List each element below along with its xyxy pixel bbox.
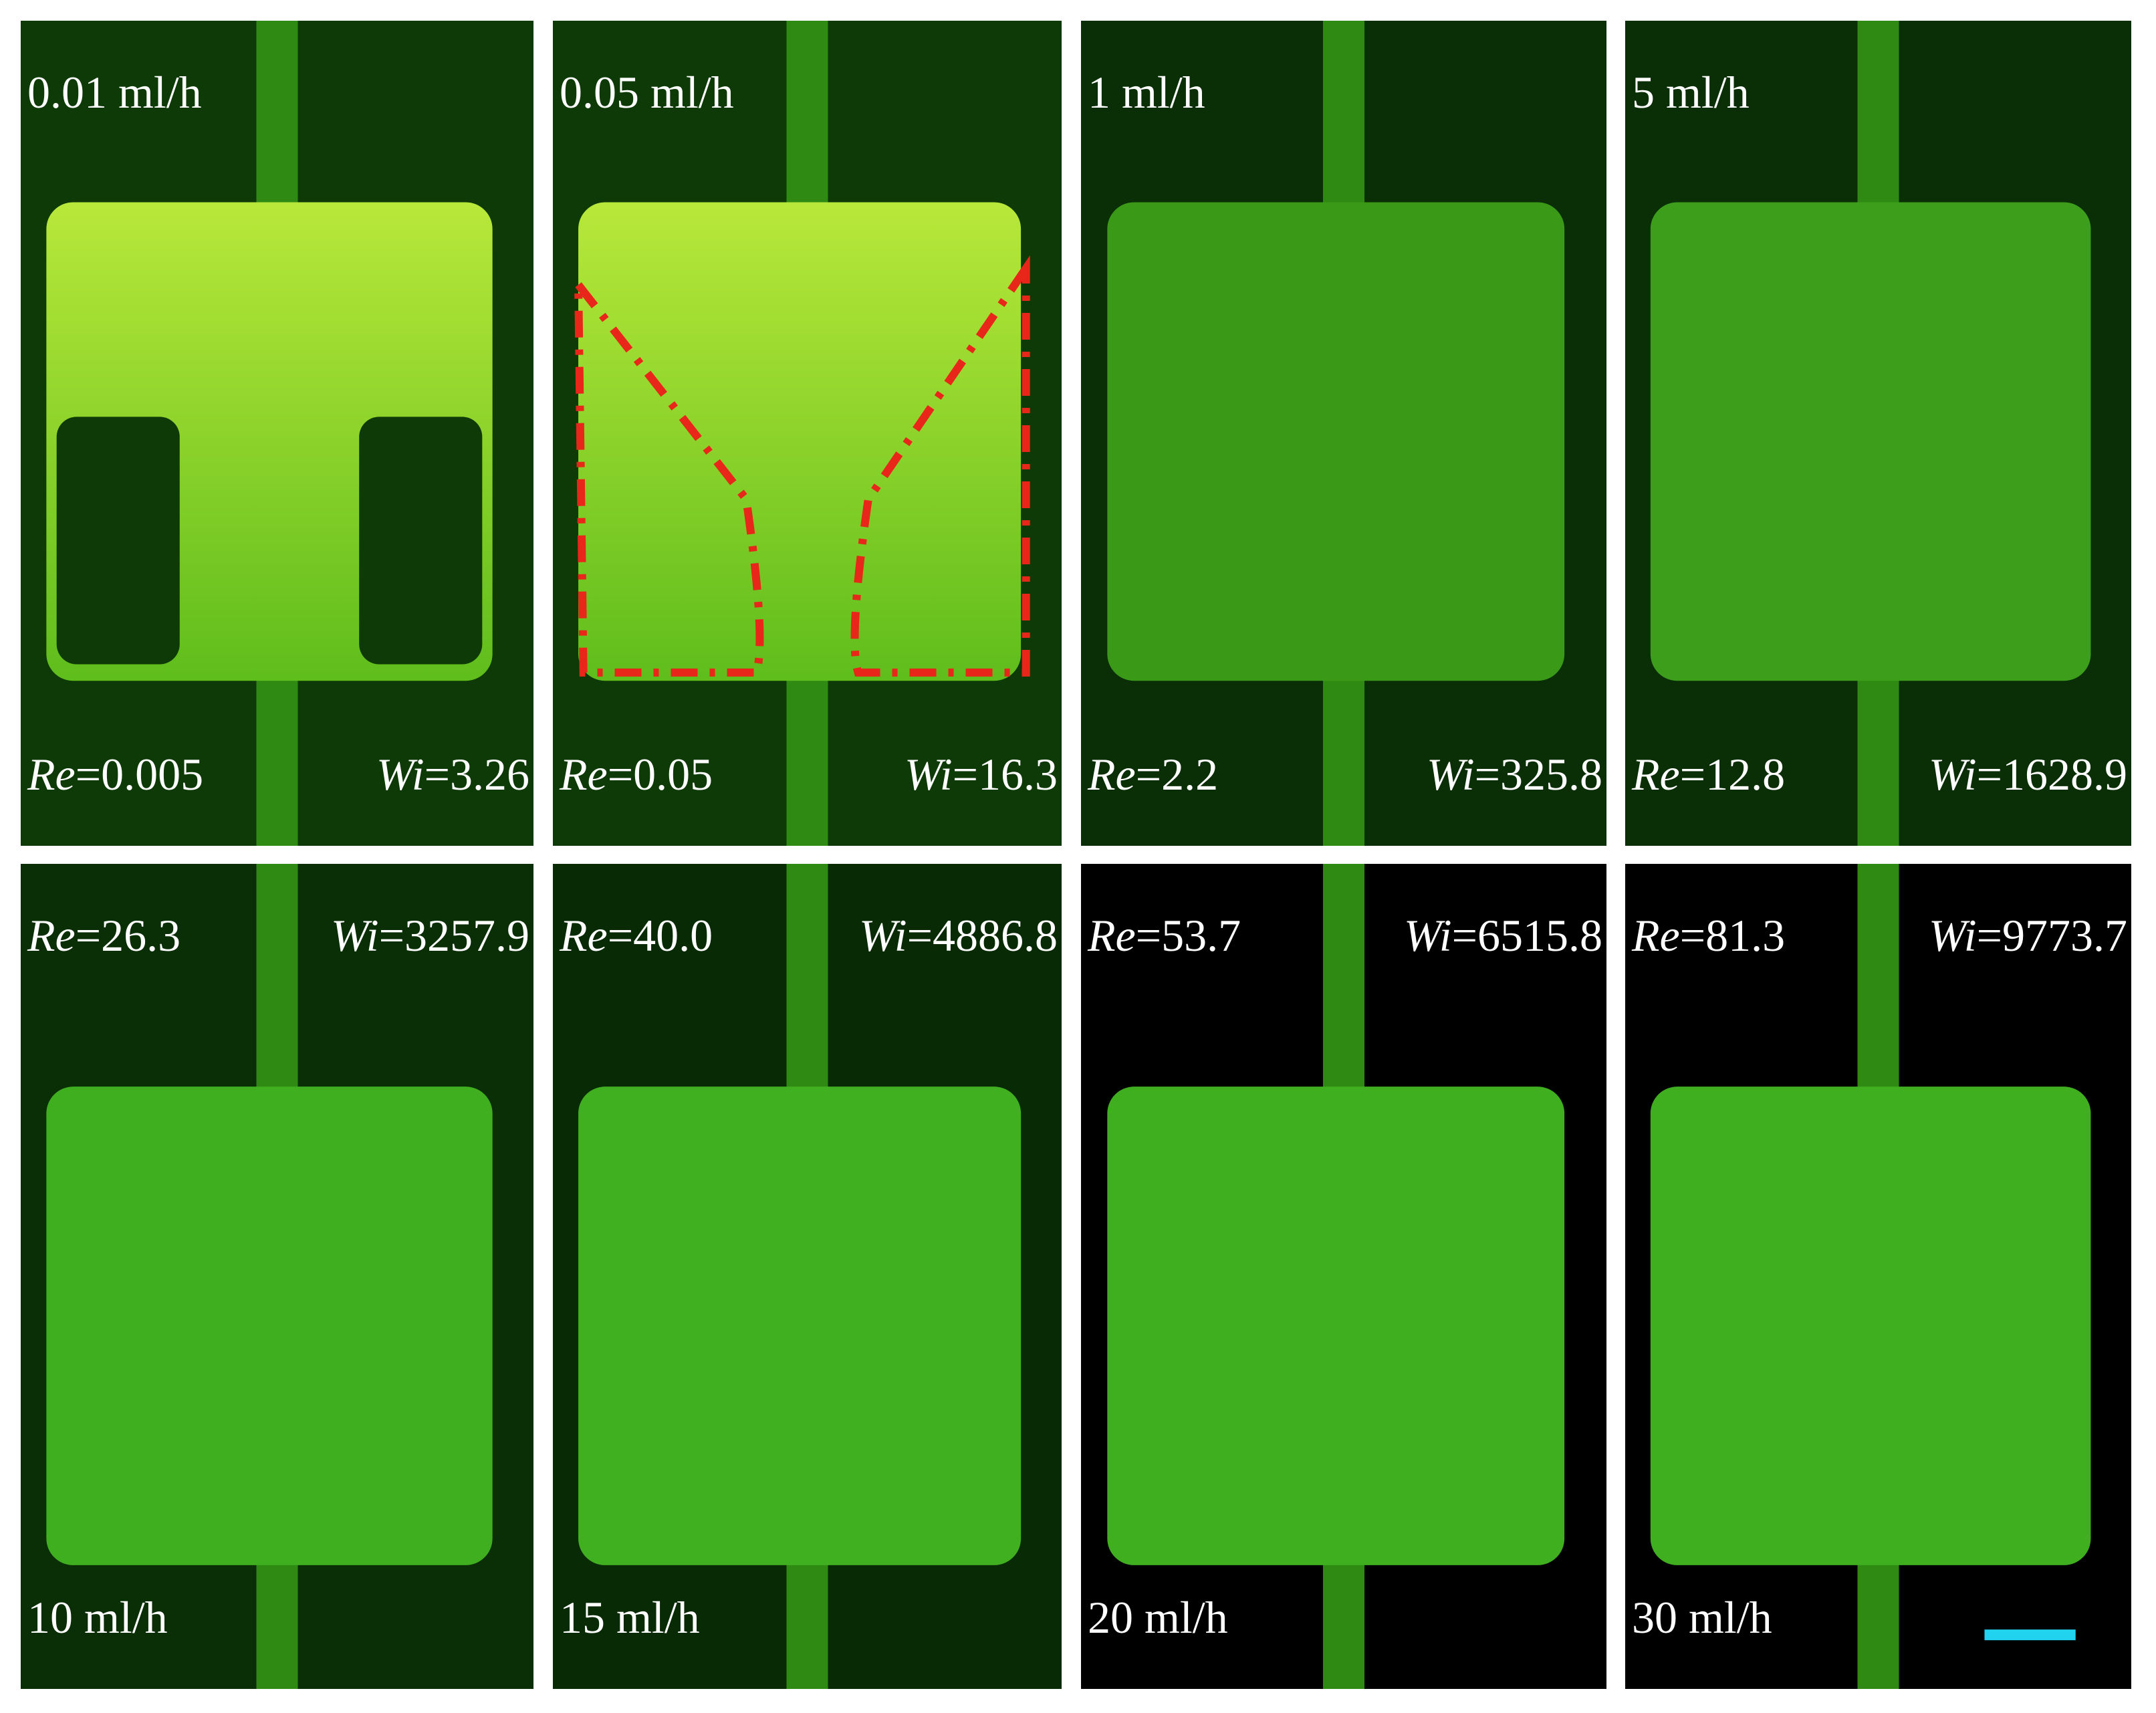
flow-rate-label: 0.01 ml/h xyxy=(27,67,202,118)
flow-rate-label: 0.05 ml/h xyxy=(560,67,734,118)
chamber xyxy=(1650,1087,2091,1565)
flow-rate-label: 20 ml/h xyxy=(1088,1592,1228,1643)
wi-label: Wi=9773.7 xyxy=(1929,910,2127,961)
vortex-outline xyxy=(574,273,764,677)
wi-value: =4886.8 xyxy=(907,910,1058,961)
wi-value: =325.8 xyxy=(1475,749,1602,800)
re-symbol: Re xyxy=(1631,749,1680,800)
wi-label: Wi=6515.8 xyxy=(1404,910,1602,961)
wi-label: Wi=3257.9 xyxy=(331,910,529,961)
wi-symbol: Wi xyxy=(331,910,379,961)
chamber xyxy=(1107,202,1565,681)
re-value: =81.3 xyxy=(1680,910,1785,961)
panel: 20 ml/h Re=53.7 Wi=6515.8 xyxy=(1081,864,1606,1689)
flow-rate-label: 15 ml/h xyxy=(560,1592,700,1643)
scale-bar xyxy=(1984,1629,2076,1641)
re-value: =40.0 xyxy=(608,910,713,961)
vortex-outline xyxy=(850,255,1030,677)
wi-symbol: Wi xyxy=(376,749,425,800)
wi-value: =3257.9 xyxy=(379,910,529,961)
panel: 0.01 ml/h Re=0.005 Wi=3.26 xyxy=(21,21,533,846)
flow-rate-label: 1 ml/h xyxy=(1088,67,1205,118)
wi-label: Wi=16.3 xyxy=(905,749,1058,800)
wi-symbol: Wi xyxy=(859,910,907,961)
re-label: Re=53.7 xyxy=(1087,910,1241,961)
panel: 30 ml/h Re=81.3 Wi=9773.7 xyxy=(1625,864,2131,1689)
wi-value: =1628.9 xyxy=(1977,749,2127,800)
wi-value: =9773.7 xyxy=(1977,910,2127,961)
wi-label: Wi=3.26 xyxy=(376,749,529,800)
re-label: Re=12.8 xyxy=(1631,749,1785,800)
wi-value: =6515.8 xyxy=(1452,910,1602,961)
chamber xyxy=(578,202,1022,681)
panel: 15 ml/h Re=40.0 Wi=4886.8 xyxy=(553,864,1062,1689)
wi-label: Wi=325.8 xyxy=(1427,749,1602,800)
re-value: =53.7 xyxy=(1136,910,1241,961)
wi-symbol: Wi xyxy=(1404,910,1452,961)
dead-zone xyxy=(359,417,483,665)
chamber xyxy=(46,1087,493,1565)
dead-zone xyxy=(56,417,180,665)
wi-symbol: Wi xyxy=(1929,910,1977,961)
re-label: Re=2.2 xyxy=(1087,749,1218,800)
chamber xyxy=(1107,1087,1565,1565)
re-symbol: Re xyxy=(1631,910,1680,961)
flow-rate-label: 10 ml/h xyxy=(27,1592,168,1643)
wi-label: Wi=1628.9 xyxy=(1929,749,2127,800)
re-value: =2.2 xyxy=(1136,749,1218,800)
re-symbol: Re xyxy=(27,910,76,961)
wi-symbol: Wi xyxy=(1427,749,1475,800)
chamber xyxy=(1650,202,2091,681)
re-value: =0.005 xyxy=(76,749,203,800)
wi-value: =3.26 xyxy=(425,749,529,800)
re-label: Re=26.3 xyxy=(27,910,181,961)
wi-label: Wi=4886.8 xyxy=(859,910,1058,961)
wi-symbol: Wi xyxy=(1929,749,1977,800)
re-label: Re=40.0 xyxy=(559,910,713,961)
panel: 0.05 ml/h Re=0.05 Wi=16.3 xyxy=(553,21,1062,846)
panel: 5 ml/h Re=12.8 Wi=1628.9 xyxy=(1625,21,2131,846)
re-value: =0.05 xyxy=(608,749,713,800)
flow-rate-label: 30 ml/h xyxy=(1632,1592,1772,1643)
re-label: Re=0.05 xyxy=(559,749,713,800)
re-symbol: Re xyxy=(27,749,76,800)
re-label: Re=81.3 xyxy=(1631,910,1785,961)
chamber xyxy=(578,1087,1022,1565)
re-symbol: Re xyxy=(559,910,608,961)
panel: 10 ml/h Re=26.3 Wi=3257.9 xyxy=(21,864,533,1689)
re-value: =26.3 xyxy=(76,910,181,961)
wi-symbol: Wi xyxy=(905,749,953,800)
re-value: =12.8 xyxy=(1680,749,1785,800)
wi-value: =16.3 xyxy=(953,749,1058,800)
flow-rate-label: 5 ml/h xyxy=(1632,67,1750,118)
re-label: Re=0.005 xyxy=(27,749,203,800)
panel: 1 ml/h Re=2.2 Wi=325.8 xyxy=(1081,21,1606,846)
re-symbol: Re xyxy=(1087,749,1136,800)
re-symbol: Re xyxy=(1087,910,1136,961)
re-symbol: Re xyxy=(559,749,608,800)
